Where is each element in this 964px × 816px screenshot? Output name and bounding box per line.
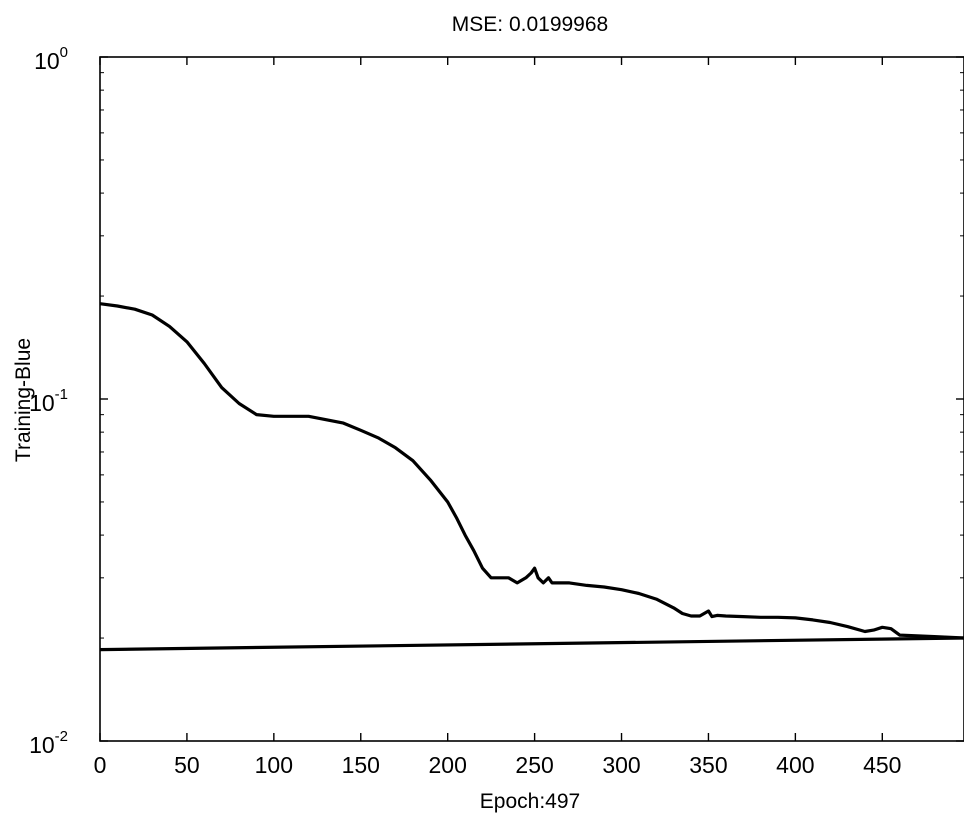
- x-tick-label-4: 200: [428, 752, 466, 778]
- x-tick-label-3: 150: [342, 752, 380, 778]
- x-tick-label-8: 400: [776, 752, 814, 778]
- x-tick-label-1: 50: [174, 752, 200, 778]
- series-line-1: [99, 636, 964, 652]
- x-tick-label-5: 250: [515, 752, 553, 778]
- x-tick-label-0: 0: [94, 752, 107, 778]
- y-tick-label-0: 100: [34, 44, 68, 74]
- axis-ticks: [99, 56, 964, 742]
- y-axis-label: Training-Blue: [12, 338, 35, 462]
- x-tick-label-2: 100: [255, 752, 293, 778]
- series-group: [99, 302, 964, 652]
- series-line-0: [99, 302, 964, 640]
- x-tick-label-9: 450: [863, 752, 901, 778]
- chart-title: MSE: 0.0199968: [452, 13, 608, 36]
- x-tick-label-7: 350: [689, 752, 727, 778]
- x-tick-label-6: 300: [602, 752, 640, 778]
- x-axis-label: Epoch:497: [480, 790, 580, 813]
- y-tick-label-2: 10-2: [29, 728, 68, 758]
